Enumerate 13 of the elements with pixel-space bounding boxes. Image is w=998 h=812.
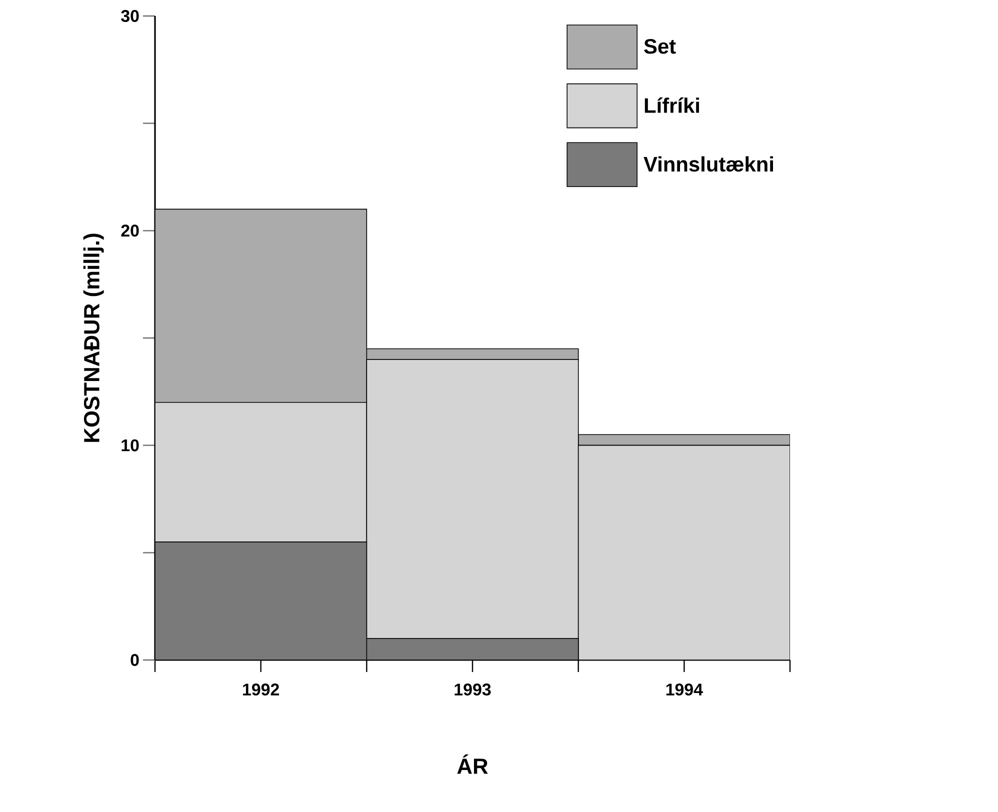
y-tick-label: 10	[122, 439, 139, 452]
x-axis-title: ÁR	[457, 754, 488, 774]
x-tick-label: 1993	[454, 684, 491, 696]
x-tick-label: 1992	[243, 684, 279, 696]
legend-label: Set	[644, 38, 676, 54]
x-tick-label: 1994	[666, 684, 703, 696]
legend-label: Vinnslutækni	[644, 156, 773, 172]
y-axis-title: KOSTNAÐUR (millj.)	[83, 234, 104, 442]
legend-label: Lífríki	[644, 97, 699, 113]
y-tick-label: 20	[121, 224, 139, 237]
y-tick-label: 0	[130, 654, 139, 666]
bar	[578, 434, 790, 446]
y-tick-label: 30	[121, 10, 139, 22]
